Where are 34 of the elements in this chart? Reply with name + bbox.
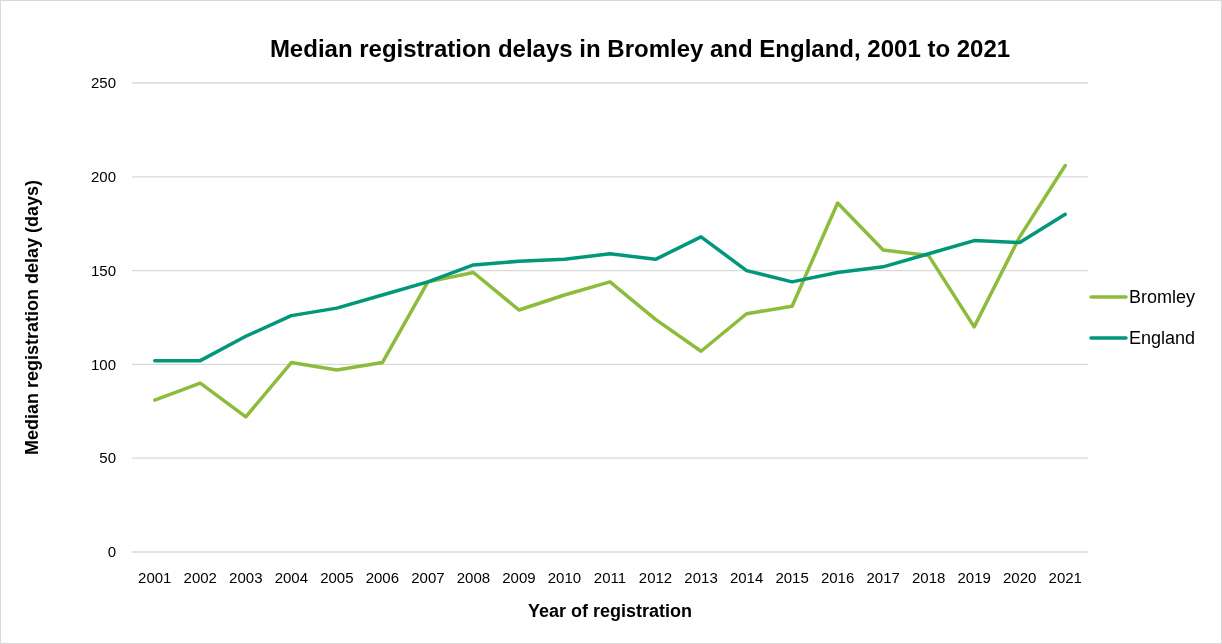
x-tick-label: 2014 — [729, 569, 764, 586]
line-series — [153, 163, 1067, 419]
y-tick-label: 200 — [90, 168, 116, 186]
x-tick-label: 2004 — [274, 569, 309, 586]
y-tick-label: 100 — [90, 355, 116, 373]
x-tick-label: 2011 — [593, 569, 627, 586]
x-tick-label: 2007 — [411, 569, 445, 586]
x-tick-label: 2001 — [138, 569, 172, 586]
y-axis-title: Median registration delay (days) — [22, 179, 42, 456]
x-tick-label: 2013 — [684, 569, 718, 586]
legend-label: England — [1129, 328, 1196, 349]
x-tick-label: 2008 — [456, 569, 491, 586]
chart-title: Median registration delays in Bromley and England, 2001 to 2021 — [269, 35, 1011, 62]
y-tick-label: 0 — [107, 543, 116, 561]
x-tick-label: 2016 — [820, 569, 855, 586]
x-tick-label: 2017 — [866, 569, 900, 586]
x-tick-label: 2021 — [1048, 569, 1082, 586]
x-tick-label: 2002 — [183, 569, 217, 586]
x-tick-label: 2003 — [229, 569, 263, 586]
y-tick-label: 150 — [90, 261, 116, 279]
x-tick-label: 2019 — [957, 569, 991, 586]
x-tick-label: 2006 — [365, 569, 400, 586]
x-tick-label: 2020 — [1003, 569, 1037, 586]
x-tick-label: 2018 — [911, 569, 946, 586]
x-tick-label: 2005 — [320, 569, 354, 586]
x-axis-title: Year of registration — [527, 601, 693, 621]
x-tick-label: 2009 — [502, 569, 536, 586]
y-tick-label: 250 — [90, 74, 116, 92]
y-tick-label: 50 — [99, 449, 116, 467]
legend-label: Bromley — [1129, 287, 1196, 308]
x-tick-label: 2010 — [547, 569, 582, 586]
x-tick-label: 2015 — [775, 569, 809, 586]
x-tick-label: 2012 — [638, 569, 673, 586]
line-series — [153, 212, 1067, 363]
